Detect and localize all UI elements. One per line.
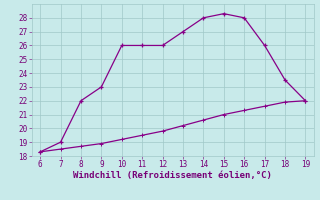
X-axis label: Windchill (Refroidissement éolien,°C): Windchill (Refroidissement éolien,°C) [73,171,272,180]
